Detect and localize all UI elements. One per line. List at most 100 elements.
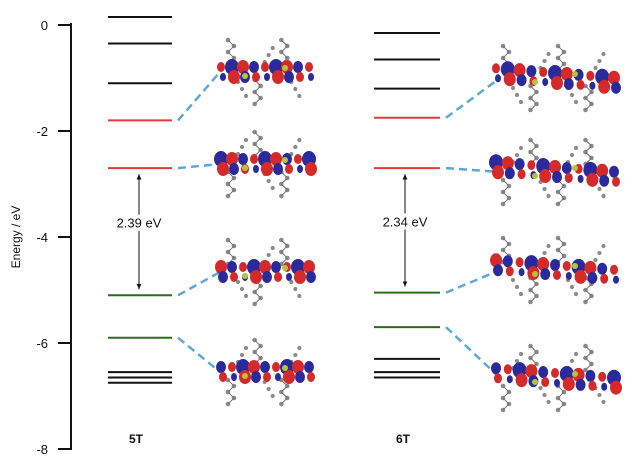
orbital-lobe [490, 253, 502, 268]
orbital-lobe [305, 62, 313, 72]
bond [227, 251, 235, 259]
bond [557, 397, 565, 405]
orbital-lobe [263, 372, 271, 382]
atom [514, 358, 520, 364]
atom [243, 345, 249, 351]
orbital-lobe [252, 72, 260, 82]
atom [289, 279, 294, 285]
atom [239, 144, 245, 150]
atom [266, 52, 271, 58]
sulfur-atom [242, 273, 248, 279]
bond [280, 397, 288, 405]
sulfur-atom [572, 165, 578, 171]
orbital-lobe [273, 163, 283, 175]
homo-minus-1-orbital-icon [491, 343, 622, 413]
orbital-lobe [525, 364, 538, 379]
orbital-lobe [538, 366, 549, 379]
orbital-lobe [588, 380, 597, 391]
bond [227, 177, 235, 185]
bond [585, 85, 592, 93]
atom [569, 92, 575, 98]
bond [585, 151, 592, 159]
bond [280, 257, 288, 265]
lumo-orbital-icon [214, 129, 317, 199]
atom [514, 152, 520, 158]
orbital-lobe [609, 165, 619, 178]
orbital-lobe [272, 362, 280, 372]
bond [227, 385, 235, 393]
connector-line [177, 162, 221, 170]
orbital-lobe [216, 361, 226, 373]
bond [280, 385, 288, 393]
orbital-lobe [601, 382, 608, 391]
orbital-lobe [231, 373, 237, 381]
atom [601, 51, 606, 57]
gap-label-background [105, 214, 173, 231]
orbital-lobe [494, 373, 502, 384]
sulfur-atom [532, 79, 538, 85]
bond [502, 385, 510, 393]
bond [280, 39, 288, 47]
bond [530, 351, 537, 359]
orbital-lobe [537, 257, 550, 272]
bond [227, 379, 235, 387]
bond [557, 385, 565, 393]
atom [266, 386, 271, 392]
orbital-lobe [587, 271, 598, 284]
lumo-orbital-icon [489, 137, 620, 207]
orbital-lobe [526, 65, 537, 78]
orbital-lobe [501, 156, 514, 171]
bond [227, 189, 235, 197]
orbital-lobe [295, 371, 305, 383]
bond [557, 243, 565, 251]
bond [502, 397, 510, 405]
tick-label: -4 [36, 230, 48, 245]
connector-line [445, 76, 501, 119]
orbital-lobe [303, 260, 315, 274]
sulfur-atom [572, 371, 578, 377]
axis-title: Energy / eV [9, 206, 23, 269]
orbital-lobe [285, 164, 293, 174]
atom [243, 93, 249, 99]
orbital-lobe [262, 271, 272, 283]
bond [585, 103, 592, 111]
orbital-lobe [228, 70, 240, 84]
orbital-lobe [272, 70, 284, 84]
bond [530, 151, 537, 159]
orbital-lobe [215, 260, 227, 274]
atom [514, 284, 520, 290]
bond [585, 357, 592, 365]
bond [280, 183, 288, 191]
orbital-lobe [613, 275, 619, 284]
bond [254, 131, 262, 139]
bond [530, 357, 537, 365]
orbital-lobe [554, 379, 560, 387]
bond [280, 177, 288, 185]
atom [601, 243, 606, 249]
bond [280, 189, 288, 197]
orbital-lobe [286, 273, 292, 281]
orbital-lobe [550, 259, 560, 271]
homo-minus-1-orbital-icon [216, 337, 315, 407]
orbital-lobe [230, 272, 238, 282]
atom [239, 352, 245, 358]
sulfur-atom [282, 365, 288, 371]
orbital-lobe [275, 373, 281, 381]
atom [270, 393, 275, 399]
atom [297, 93, 302, 99]
atom [243, 293, 249, 299]
bond [530, 139, 537, 147]
orbital-lobe [292, 360, 304, 374]
bond [227, 245, 235, 253]
orbital-lobe [250, 154, 258, 164]
orbital-lobe [527, 160, 536, 171]
bond [280, 45, 288, 53]
orbital-lobe [238, 153, 248, 165]
bond [502, 391, 510, 399]
orbital-lobe [228, 362, 236, 372]
lumo-plus-1-orbital-icon [217, 37, 314, 107]
atom [510, 277, 516, 283]
bond [227, 397, 235, 405]
atom [293, 286, 298, 292]
orbital-lobe [549, 160, 561, 174]
